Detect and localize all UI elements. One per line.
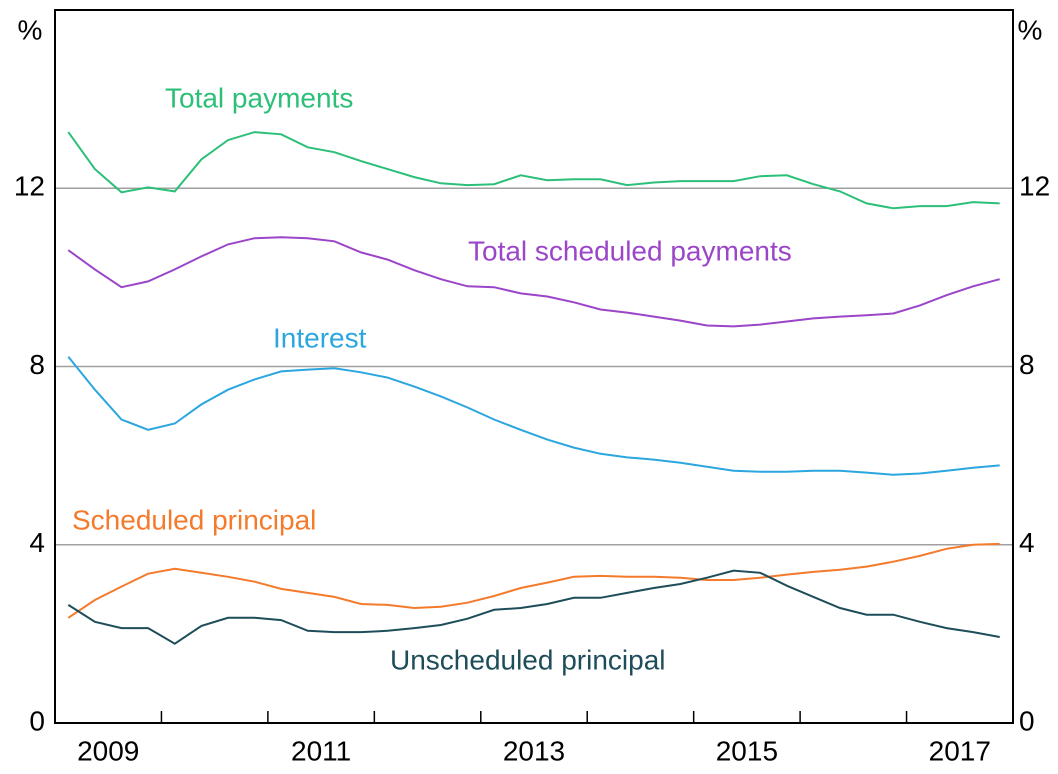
x-tick-label: 2009 xyxy=(77,735,139,766)
x-tick-label: 2013 xyxy=(503,735,565,766)
series-line xyxy=(67,236,1000,328)
y-tick-label-right: 0 xyxy=(1019,705,1035,736)
series-label: Scheduled principal xyxy=(72,504,316,535)
y-tick-label-left: 0 xyxy=(29,705,45,736)
series-label: Total scheduled payments xyxy=(468,235,792,266)
series-line xyxy=(67,569,1000,645)
y-tick-label-right: 4 xyxy=(1019,527,1035,558)
series-line xyxy=(67,356,1000,476)
series-label: Unscheduled principal xyxy=(390,644,666,675)
y-tick-label-left: 8 xyxy=(29,349,45,380)
y-tick-label-left: 4 xyxy=(29,527,45,558)
x-tick-label: 2015 xyxy=(716,735,778,766)
x-tick-label: 2011 xyxy=(291,735,351,766)
x-tick-label: 2017 xyxy=(929,735,991,766)
y-tick-label-right: 12 xyxy=(1019,171,1050,202)
plot-frame xyxy=(54,9,1014,724)
y-unit-right: % xyxy=(1018,14,1043,45)
series-line xyxy=(67,131,1000,210)
series-line xyxy=(67,542,1000,619)
y-tick-label-left: 12 xyxy=(14,171,45,202)
y-tick-label-right: 8 xyxy=(1019,349,1035,380)
y-unit-left: % xyxy=(18,14,43,45)
series-label: Interest xyxy=(273,322,367,353)
series-label: Total payments xyxy=(165,82,353,113)
